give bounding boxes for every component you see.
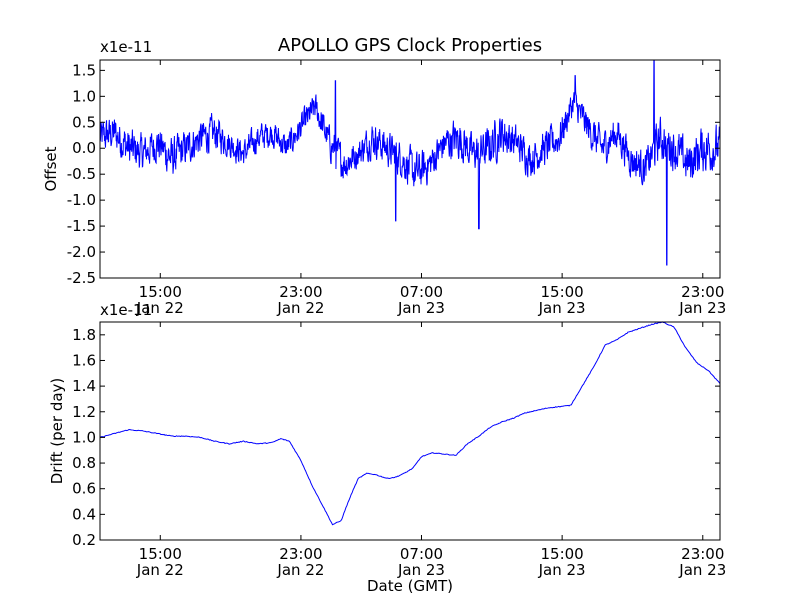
drift-xtick-time-label: 23:00 xyxy=(681,545,724,563)
offset-ytick-label: -2.5 xyxy=(67,269,96,287)
offset-xtick-time-label: 23:00 xyxy=(279,283,322,301)
offset-xtick-date-label: Jan 23 xyxy=(538,299,586,317)
drift-plot-area xyxy=(100,322,720,540)
drift-xtick-time-label: 15:00 xyxy=(541,545,584,563)
offset-xtick-time-label: 23:00 xyxy=(681,283,724,301)
offset-plot-frame xyxy=(99,59,721,279)
offset-y-axis-title: Offset xyxy=(42,146,60,191)
drift-ytick-label: 1.2 xyxy=(72,403,96,421)
offset-ytick-label: -2.0 xyxy=(67,243,96,261)
offset-xtick-time-label: 15:00 xyxy=(139,283,182,301)
drift-series-line xyxy=(99,321,721,526)
drift-ytick-label: 0.6 xyxy=(72,480,96,498)
drift-xtick-date-label: Jan 22 xyxy=(136,561,184,579)
offset-xtick-date-label: Jan 22 xyxy=(136,299,184,317)
drift-ytick-label: 0.4 xyxy=(72,505,96,523)
offset-ytick-label: -0.5 xyxy=(67,165,96,183)
offset-ytick-label: -1.5 xyxy=(67,217,96,235)
drift-xtick-time-label: 07:00 xyxy=(400,545,443,563)
offset-y-ticks: 1.5 1.0 0.5 0.0 -0.5 -1.0 -1.5 -2.0 -2.5 xyxy=(67,61,720,287)
drift-y-axis-title: Drift (per day) xyxy=(48,378,66,485)
offset-plot-area xyxy=(100,60,720,278)
drift-plot-frame xyxy=(99,321,721,541)
offset-xtick-date-label: Jan 22 xyxy=(276,299,324,317)
drift-ytick-label: 0.8 xyxy=(72,454,96,472)
offset-ytick-label: 0.0 xyxy=(72,139,96,157)
drift-ytick-label: 1.4 xyxy=(72,377,96,395)
offset-ytick-label: 1.5 xyxy=(72,61,96,79)
offset-ytick-label: -1.0 xyxy=(67,191,96,209)
offset-exponent-label: x1e-11 xyxy=(100,38,152,56)
drift-ytick-label: 1.8 xyxy=(72,326,96,344)
offset-xtick-time-label: 15:00 xyxy=(541,283,584,301)
offset-panel: 1.51.00.50.0-0.5-1.0-1.5-2.0-2.5 15:00Ja… xyxy=(42,38,726,317)
drift-xtick-date-label: Jan 22 xyxy=(276,561,324,579)
drift-ytick-label: 1.6 xyxy=(72,351,96,369)
offset-xtick-date-label: Jan 23 xyxy=(397,299,445,317)
offset-ytick-label: 0.5 xyxy=(72,113,96,131)
offset-ytick-label: 1.0 xyxy=(72,87,96,105)
offset-series-line xyxy=(99,60,721,266)
drift-xtick-date-label: Jan 23 xyxy=(538,561,586,579)
drift-xtick-time-label: 23:00 xyxy=(279,545,322,563)
drift-xtick-time-label: 15:00 xyxy=(139,545,182,563)
drift-ytick-label: 1.0 xyxy=(72,428,96,446)
drift-exponent-label: x1e-11 xyxy=(100,301,152,319)
drift-ytick-label: 0.2 xyxy=(72,531,96,549)
chart-title: APOLLO GPS Clock Properties xyxy=(278,35,542,56)
offset-xtick-time-label: 07:00 xyxy=(400,283,443,301)
drift-xtick-date-label: Jan 23 xyxy=(678,561,726,579)
offset-xtick-date-label: Jan 23 xyxy=(678,299,726,317)
drift-xtick-date-label: Jan 23 xyxy=(397,561,445,579)
drift-x-axis-title: Date (GMT) xyxy=(367,577,453,595)
drift-y-ticks: 1.8 1.6 1.4 1.2 1.0 0.8 0.6 0.4 0.2 xyxy=(72,326,720,549)
